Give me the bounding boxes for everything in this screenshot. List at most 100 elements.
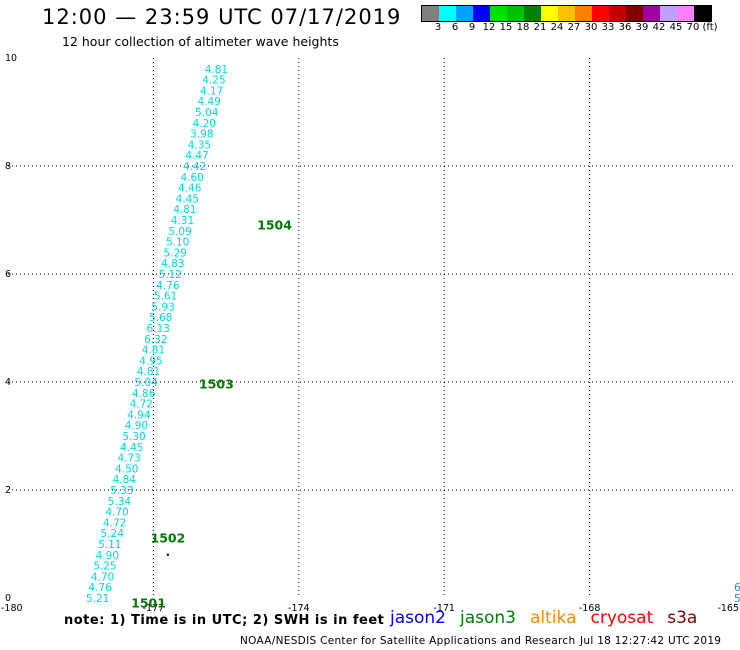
- y-tick-label: 6: [5, 269, 11, 280]
- y-tick-label: 4: [5, 377, 11, 388]
- color-scale-label: 42: [652, 22, 666, 33]
- color-scale-swatch: [541, 6, 558, 21]
- swh-data-label: 5.04: [134, 377, 158, 389]
- x-tick-label: -168: [579, 603, 601, 614]
- swh-data-label: 4.49: [197, 96, 220, 108]
- swh-data-label: 5.34: [108, 496, 132, 508]
- color-scale-swatch: [558, 6, 575, 21]
- color-scale-label: 24: [550, 22, 564, 33]
- page-title: 12:00 — 23:59 UTC 07/17/2019: [42, 5, 402, 29]
- y-tick-label: 0: [5, 593, 11, 604]
- swh-data-label: 4.81: [173, 204, 196, 216]
- units-note: note: 1) Time is in UTC; 2) SWH is in fe…: [64, 613, 385, 628]
- credit-text: NOAA/NESDIS Center for Satellite Applica…: [240, 635, 576, 647]
- swh-data-label: 4.90: [96, 550, 119, 562]
- time-label: 1501: [131, 595, 166, 610]
- track-dot: [166, 553, 170, 556]
- swh-data-label: 5.21: [86, 593, 109, 605]
- x-tick-label: -165: [717, 603, 739, 614]
- swh-data-label: 4.86: [132, 388, 156, 400]
- color-scale-swatch: [643, 6, 660, 21]
- color-scale-swatch: [592, 6, 609, 21]
- swh-data-label: 4.31: [171, 215, 194, 227]
- swh-data-label: 4.20: [193, 118, 216, 130]
- color-scale-swatch: [422, 6, 439, 21]
- swh-data-label: 4.17: [200, 85, 223, 97]
- swh-data-label: 5.11: [98, 539, 121, 551]
- color-scale-label: 9: [468, 22, 476, 33]
- color-scale-swatch: [473, 6, 490, 21]
- swh-data-label: 4.76: [88, 582, 112, 594]
- color-scale-label: 30: [584, 22, 598, 33]
- color-scale-swatch: [439, 6, 456, 21]
- color-scale-label: 70: [686, 22, 700, 33]
- swh-data-label: 4.47: [185, 150, 208, 162]
- swh-data-label: 3.98: [190, 129, 213, 141]
- swh-data-label: 5.61: [154, 291, 177, 303]
- generated-timestamp: Jul 18 12:27:42 UTC 2019: [580, 635, 722, 647]
- color-scale-label: 36: [618, 22, 632, 33]
- color-scale-swatch: [575, 6, 592, 21]
- color-scale-label: 27: [567, 22, 581, 33]
- time-label: 1502: [151, 531, 186, 546]
- color-scale-label: 15: [499, 22, 513, 33]
- swh-data-label: 4.42: [183, 161, 206, 173]
- swh-data-label: 4.60: [180, 172, 203, 184]
- swh-data-label: 4.90: [125, 420, 148, 432]
- axis-tick-labels: -180 -177 -174 -171 -168 -165 0 2 4 6 8 10: [1, 53, 739, 614]
- swh-edge-label: 5.: [734, 593, 740, 605]
- swh-data-label: 4.84: [113, 474, 137, 486]
- swh-data-label: 4.70: [105, 507, 128, 519]
- swh-data-label: 5.68: [149, 312, 172, 324]
- legend-item-cryosat: cryosat: [590, 608, 654, 628]
- color-scale-label: 3: [434, 22, 442, 33]
- color-scale-label: 33: [601, 22, 615, 33]
- x-tick-label: -171: [433, 603, 455, 614]
- swh-data-label: 5.24: [101, 528, 125, 540]
- swh-data-label: 4.46: [178, 183, 202, 195]
- legend-item-jason3: jason3: [460, 608, 516, 628]
- swh-data-label: 4.81: [205, 64, 228, 76]
- color-scale-swatch: [490, 6, 507, 21]
- swh-data-label: 4.70: [91, 571, 114, 583]
- color-scale-swatch: [507, 6, 524, 21]
- swh-data-label: 5.25: [93, 561, 116, 573]
- x-tick-label: -177: [143, 603, 165, 614]
- swh-data-label: 5.33: [110, 485, 133, 497]
- color-scale-bar: [421, 5, 712, 22]
- swh-data-label: 4.45: [120, 442, 143, 454]
- swh-data-label: 4.25: [202, 75, 225, 87]
- swh-data-label: 4.83: [161, 258, 184, 270]
- swh-data-label: 4.94: [127, 409, 151, 421]
- swh-data-label: 6.13: [147, 323, 170, 335]
- swh-data-label: 4.50: [115, 463, 138, 475]
- time-labels: 1504 1503 1502 1501: [131, 217, 292, 610]
- color-scale-label: 21: [533, 22, 547, 33]
- color-scale-label: 39: [635, 22, 649, 33]
- time-label: 1504: [257, 217, 292, 232]
- y-tick-label: 8: [5, 161, 11, 172]
- track-point-labels: 4.814.254.174.495.044.203.984.354.474.42…: [86, 64, 740, 605]
- swh-data-label: 4.81: [142, 345, 165, 357]
- swh-data-label: 4.76: [156, 280, 180, 292]
- legend-item-s3a: s3a: [667, 608, 698, 628]
- color-scale-label: 45: [669, 22, 683, 33]
- color-scale-swatch: [694, 6, 711, 21]
- swh-data-label: 4.73: [117, 453, 140, 465]
- swh-data-label: 4.45: [176, 193, 199, 205]
- y-tick-label: 2: [5, 485, 11, 496]
- swh-data-label: 5.09: [168, 226, 191, 238]
- legend-item-altika: altika: [530, 608, 577, 628]
- page-subtitle: 12 hour collection of altimeter wave hei…: [62, 34, 339, 49]
- color-scale-label: 18: [516, 22, 530, 33]
- color-scale-swatch: [524, 6, 541, 21]
- swh-data-label: 5.29: [164, 247, 187, 259]
- color-scale-swatch: [626, 6, 643, 21]
- x-tick-label: -174: [288, 603, 310, 614]
- swh-edge-label: 6: [734, 582, 740, 594]
- color-scale-label: 12: [482, 22, 496, 33]
- x-tick-label: -180: [1, 603, 23, 614]
- swh-data-label: 4.35: [188, 139, 211, 151]
- color-scale-swatch: [609, 6, 626, 21]
